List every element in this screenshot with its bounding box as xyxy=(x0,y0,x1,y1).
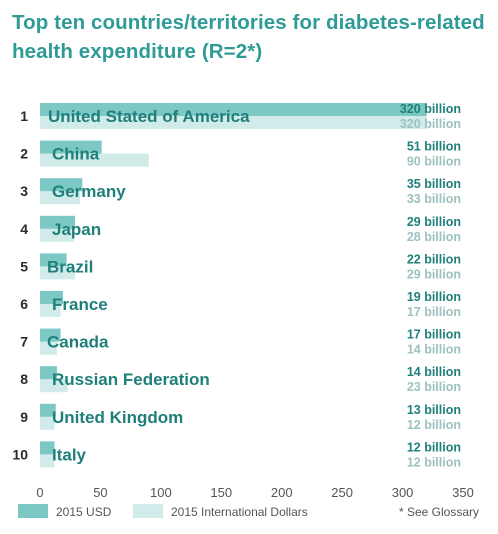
bar-usd xyxy=(40,178,83,192)
bar-international xyxy=(40,416,55,430)
value-label-international: 17 billion xyxy=(407,305,461,319)
value-label-international: 28 billion xyxy=(407,230,461,244)
bar-usd xyxy=(40,103,427,116)
x-tick-label: 0 xyxy=(36,485,43,500)
value-label-international: 14 billion xyxy=(407,343,461,357)
country-label: United Stated of America xyxy=(48,107,250,126)
bar-usd xyxy=(40,291,63,304)
value-label-usd: 22 billion xyxy=(407,252,461,266)
country-label: Germany xyxy=(52,182,126,201)
country-label: Italy xyxy=(52,445,87,464)
footnote: * See Glossary xyxy=(399,505,479,519)
value-label-usd: 29 billion xyxy=(407,215,461,229)
rank-label: 6 xyxy=(20,296,28,312)
value-label-international: 33 billion xyxy=(407,192,461,206)
country-label: Brazil xyxy=(47,257,93,276)
x-tick-label: 50 xyxy=(93,485,107,500)
x-tick-label: 300 xyxy=(392,485,414,500)
rank-label: 7 xyxy=(20,334,28,350)
value-label-usd: 17 billion xyxy=(407,328,461,342)
bar-international xyxy=(40,454,55,468)
country-label: Canada xyxy=(47,333,109,352)
value-label-usd: 12 billion xyxy=(407,440,461,454)
value-label-international: 320 billion xyxy=(400,117,461,131)
chart-title: Top ten countries/territories for diabet… xyxy=(12,11,485,63)
country-label: Russian Federation xyxy=(52,370,210,389)
country-label: France xyxy=(52,295,108,314)
rank-label: 2 xyxy=(20,146,28,162)
rank-label: 8 xyxy=(20,371,28,387)
rank-label: 3 xyxy=(20,183,28,199)
value-label-usd: 320 billion xyxy=(400,102,461,116)
rank-label: 9 xyxy=(20,409,28,425)
bar-usd xyxy=(40,253,67,267)
value-label-international: 90 billion xyxy=(407,155,461,169)
value-label-international: 12 billion xyxy=(407,418,461,432)
x-tick-label: 350 xyxy=(452,485,474,500)
bar-international xyxy=(40,191,80,205)
rank-label: 5 xyxy=(20,258,28,274)
country-label: China xyxy=(52,145,100,164)
value-label-usd: 35 billion xyxy=(407,177,461,191)
rank-label: 10 xyxy=(12,446,28,462)
rank-label: 1 xyxy=(20,108,28,124)
x-tick-label: 200 xyxy=(271,485,293,500)
bar-usd xyxy=(40,215,76,229)
rank-label: 4 xyxy=(20,221,28,237)
value-label-usd: 51 billion xyxy=(407,140,461,154)
bar-international xyxy=(40,116,427,129)
legend-label-international: 2015 International Dollars xyxy=(171,505,308,519)
bar-international xyxy=(40,153,149,167)
bar-international xyxy=(40,228,74,242)
x-tick-label: 250 xyxy=(331,485,353,500)
bar-international xyxy=(40,304,61,317)
value-label-international: 23 billion xyxy=(407,380,461,394)
value-label-usd: 13 billion xyxy=(407,403,461,417)
value-label-usd: 14 billion xyxy=(407,365,461,379)
country-label: Japan xyxy=(52,220,101,239)
legend-swatch-international xyxy=(133,504,163,518)
x-tick-label: 100 xyxy=(150,485,172,500)
x-tick-label: 150 xyxy=(210,485,232,500)
bar-international xyxy=(40,379,68,393)
value-label-usd: 19 billion xyxy=(407,290,461,304)
bar-international xyxy=(40,266,76,280)
legend-label-usd: 2015 USD xyxy=(56,505,112,519)
country-label: United Kingdom xyxy=(52,408,183,427)
bar-usd xyxy=(40,441,55,455)
legend-swatch-usd xyxy=(18,504,48,518)
bar-usd xyxy=(40,140,102,154)
bar-usd xyxy=(40,328,61,342)
bar-international xyxy=(40,341,57,355)
bar-usd xyxy=(40,366,57,380)
value-label-international: 29 billion xyxy=(407,267,461,281)
value-label-international: 12 billion xyxy=(407,455,461,469)
bar-usd xyxy=(40,403,56,417)
